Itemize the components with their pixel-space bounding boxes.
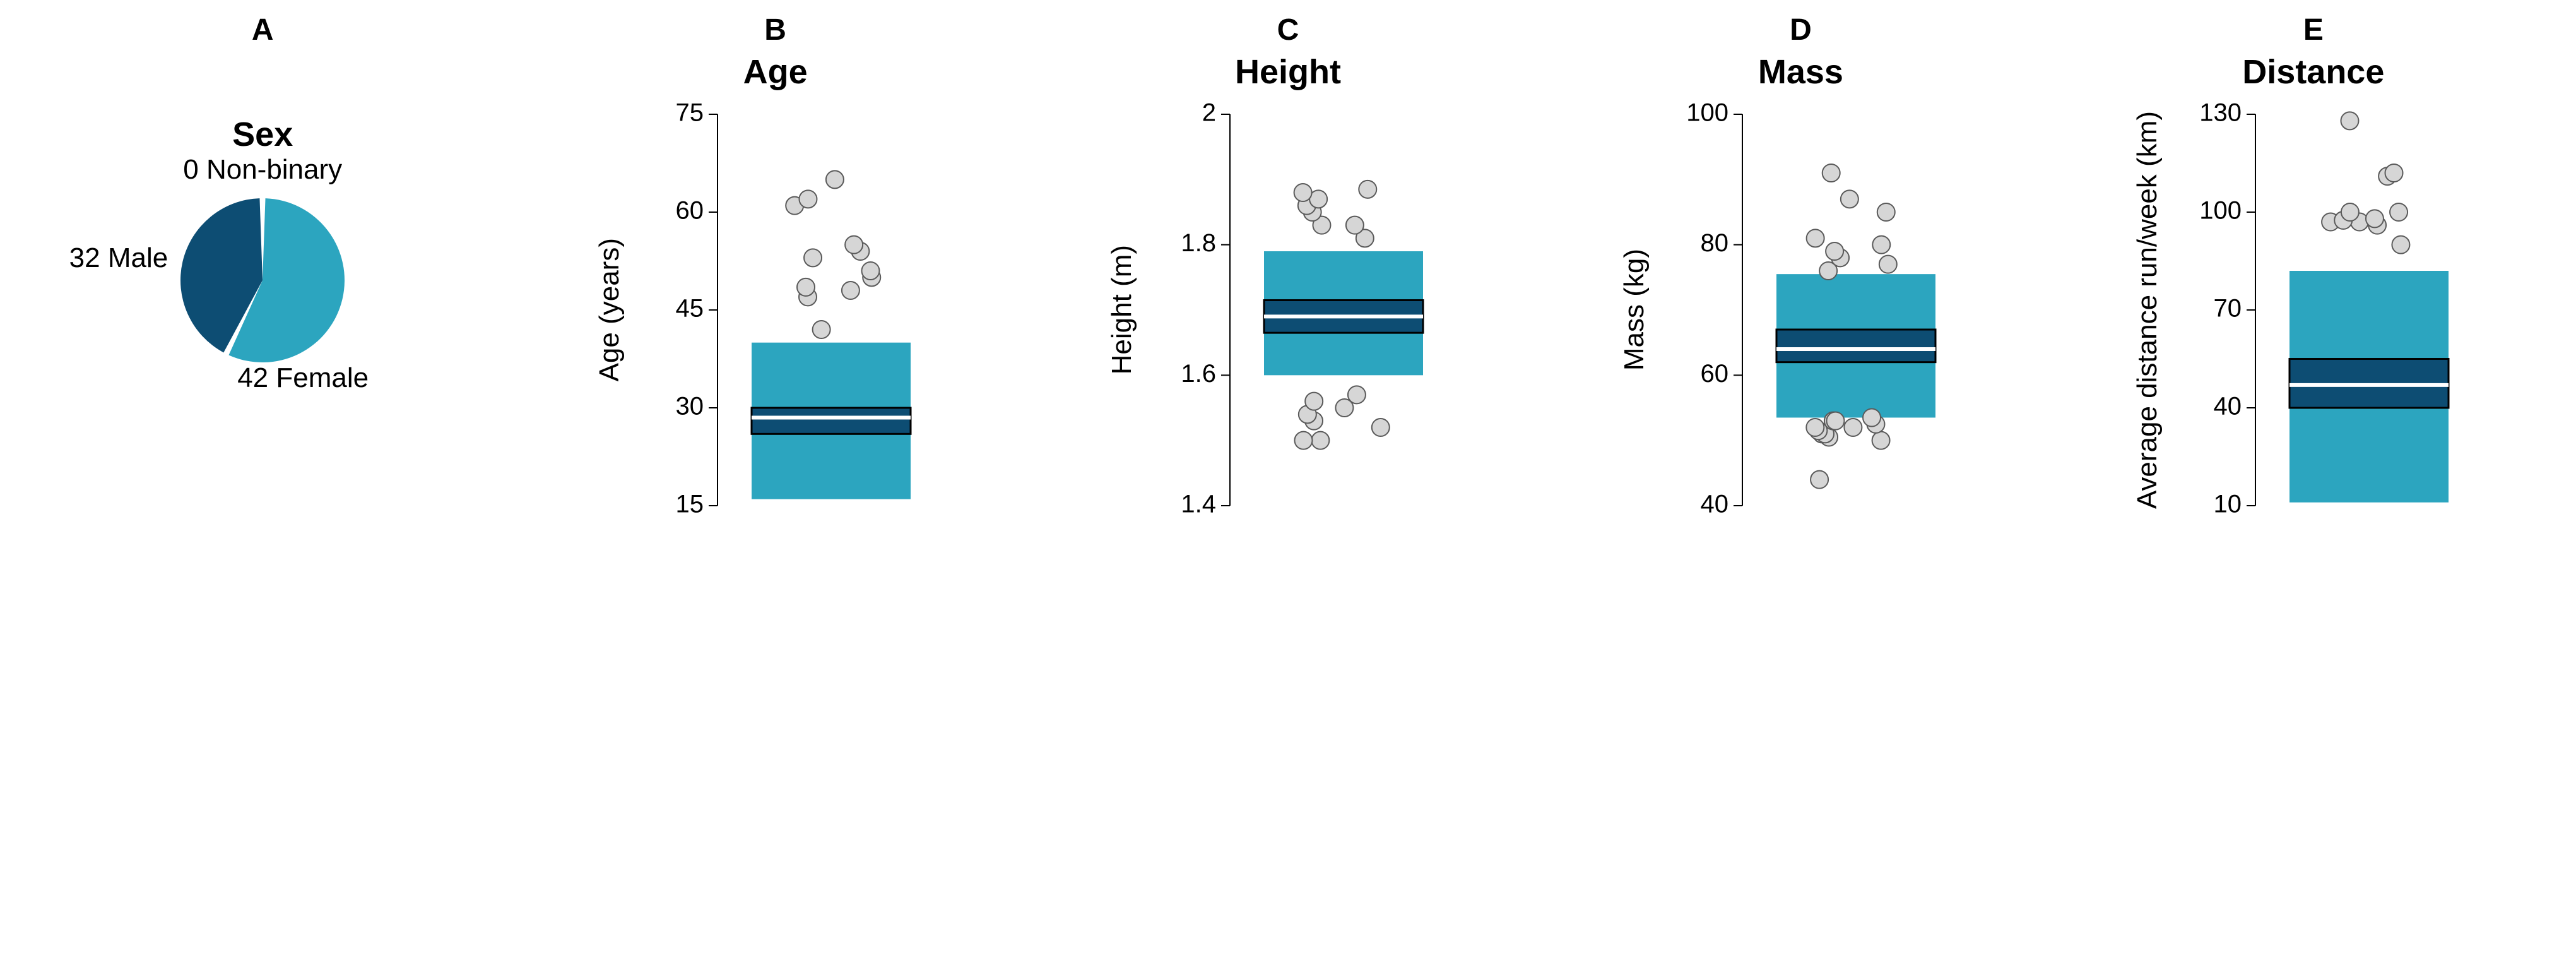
data-point [1294,184,1312,201]
y-tick-label: 75 [675,99,704,127]
pie-wrap: Sex 0 Non-binary 32 Male 42 Female [6,90,519,419]
panel-A: A Sex 0 Non-binary 32 Male 42 Female [6,13,519,419]
plot-row-C: Height (m) 1.4 1.6 1.8 2 [1106,95,1470,525]
pie-area: 0 Non-binary 32 Male 42 Female [130,167,395,394]
data-point [797,278,815,296]
panel-title-C: Height [1235,52,1341,92]
data-point [2341,203,2359,221]
plot-row-B: Age (years) 15 30 45 60 75 [594,95,957,525]
y-tick-label: 100 [1687,99,1729,127]
boxplot-E: 10 40 70 100 130 [2167,95,2495,525]
y-tick-label: 70 [2213,295,2242,323]
panel-title-E: Distance [2242,52,2384,92]
panel-letter-D: D [1790,13,1812,47]
ylabel-D: Mass (kg) [1619,249,1650,371]
panel-title-A: Sex [232,115,293,154]
boxplot-D: 40 60 80 100 [1654,95,1982,525]
ci-box [1776,330,1935,362]
panel-B: B Age Age (years) 15 30 45 60 75 [519,13,1031,525]
y-tick-label: 60 [1701,360,1729,388]
y-tick-label: 60 [675,197,704,225]
panel-letter-C: C [1277,13,1299,47]
y-tick-label: 80 [1701,229,1729,257]
ylabel-B: Age (years) [594,238,625,381]
pie-label-male: 32 Male [69,242,168,274]
ylabel-C: Height (m) [1106,245,1138,374]
figure: A Sex 0 Non-binary 32 Male 42 Female B A… [0,0,2576,537]
data-point [799,190,817,208]
data-point [1841,190,1858,208]
panel-C: C Height Height (m) 1.4 1.6 1.8 2 [1032,13,1544,525]
data-point [1807,419,1824,436]
y-tick-label: 1.6 [1181,360,1216,388]
y-tick-label: 40 [2213,393,2242,420]
pie-chart [168,186,357,375]
plot-row-D: Mass (kg) 40 60 80 100 [1619,95,1982,525]
y-tick-label: 45 [675,295,704,323]
data-point [1348,386,1366,403]
y-tick-label: 100 [2199,197,2242,225]
data-point [1879,256,1897,273]
boxplot-B: 15 30 45 60 75 [629,95,957,525]
data-point [2341,112,2358,129]
data-point [1873,236,1891,254]
data-point [1826,242,1844,260]
panel-D: D Mass Mass (kg) 40 60 80 100 [1544,13,2057,525]
data-point [2392,236,2409,254]
data-point [1294,432,1312,449]
data-point [1845,419,1862,436]
data-point [1305,393,1323,410]
data-point [1877,203,1895,221]
data-point [1872,432,1890,449]
data-point [2385,164,2402,182]
ci-box [752,408,911,434]
boxplot-C: 1.4 1.6 1.8 2 [1142,95,1470,525]
data-point [1807,229,1824,247]
data-point [1811,471,1829,489]
data-point [842,282,860,299]
data-point [1359,181,1376,198]
panel-title-B: Age [743,52,808,92]
panel-title-D: Mass [1758,52,1843,92]
y-tick-label: 2 [1202,99,1216,127]
y-tick-label: 1.8 [1181,229,1216,257]
pie-label-nonbinary: 0 Non-binary [183,154,342,186]
y-tick-label: 30 [675,393,704,420]
data-point [1827,412,1845,430]
data-point [804,249,822,266]
y-tick-label: 1.4 [1181,491,1216,518]
ylabel-E: Average distance run/week (km) [2132,111,2163,509]
data-point [1823,164,1840,182]
panel-letter-E: E [2303,13,2324,47]
panel-letter-A: A [252,13,274,47]
data-point [1346,217,1364,234]
pie-label-female: 42 Female [237,362,369,394]
y-tick-label: 40 [1701,491,1729,518]
plot-row-E: Average distance run/week (km) 10 40 70 100… [2132,95,2495,525]
data-point [825,170,843,188]
data-point [861,262,879,280]
data-point [2366,210,2384,227]
data-point [1863,409,1881,427]
data-point [2390,203,2408,221]
panel-letter-B: B [764,13,786,47]
data-point [1372,419,1390,436]
data-point [1311,432,1329,449]
y-tick-label: 130 [2199,99,2242,127]
y-tick-label: 15 [675,491,704,518]
data-point [812,321,830,338]
y-tick-label: 10 [2213,491,2242,518]
data-point [845,236,863,254]
panel-E: E Distance Average distance run/week (km… [2057,13,2570,525]
